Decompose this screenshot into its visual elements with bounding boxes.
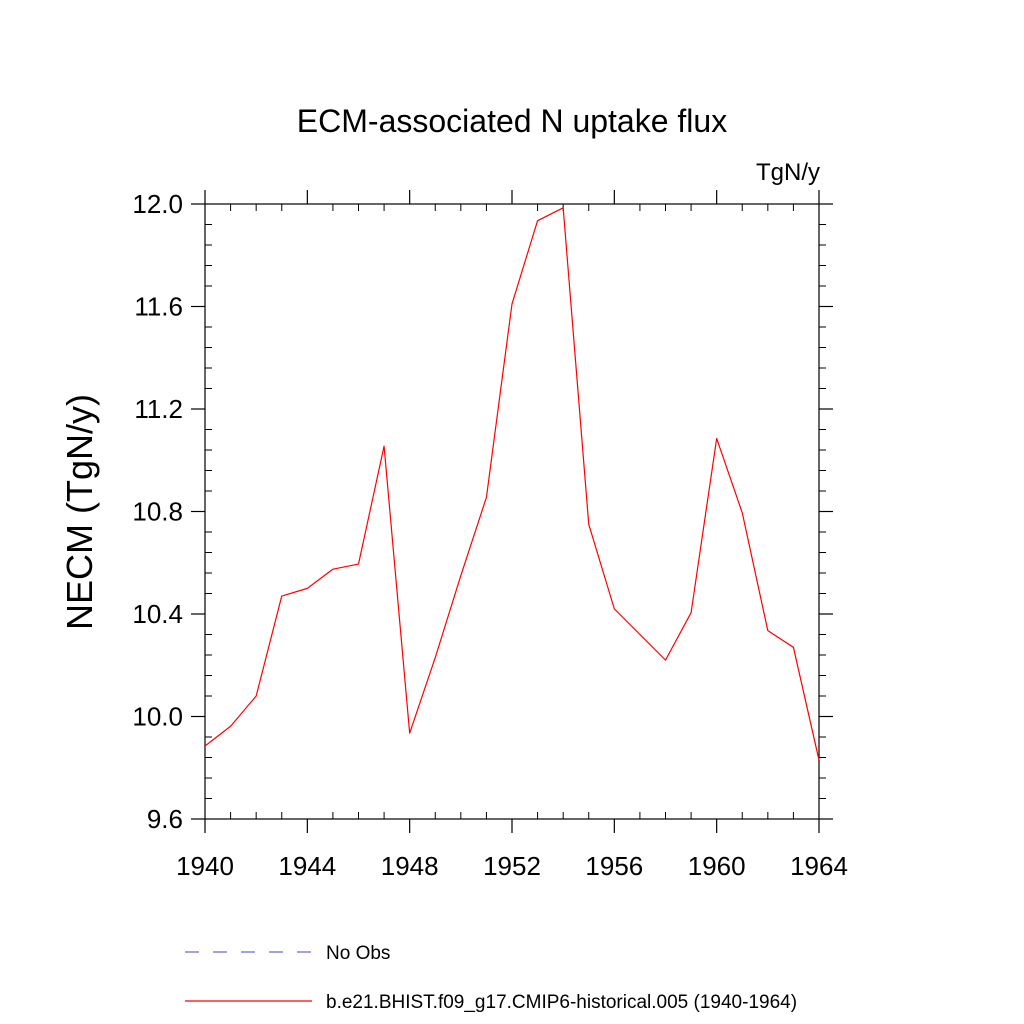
data-point [307, 588, 309, 590]
series-line-historical [204, 207, 820, 761]
data-point [383, 445, 385, 447]
data-point [255, 695, 257, 697]
units-label: TgN/y [756, 159, 820, 186]
data-point [639, 634, 641, 636]
major-ticks [191, 190, 833, 833]
data-point [741, 512, 743, 514]
data-point [434, 657, 436, 659]
x-tick-labels: 1940 1944 1948 1952 1956 1960 1964 [176, 851, 848, 881]
data-point [793, 647, 795, 649]
data-point [767, 630, 769, 632]
data-point [281, 595, 283, 597]
y-tick-label: 10.8 [132, 497, 183, 527]
legend: No Obs b.e21.BHIST.f09_g17.CMIP6-histori… [185, 943, 797, 1013]
legend-label-no-obs: No Obs [326, 943, 390, 964]
x-tick-label: 1952 [483, 851, 541, 881]
data-point [818, 759, 820, 761]
y-tick-label: 11.2 [134, 394, 183, 424]
x-tick-label: 1964 [790, 851, 848, 881]
data-point [409, 732, 411, 734]
data-point [230, 725, 232, 727]
data-point [716, 438, 718, 440]
y-tick-labels: 9.6 10.0 10.4 10.8 11.2 11.6 12.0 [132, 189, 183, 834]
x-tick-label: 1960 [688, 851, 746, 881]
data-point [486, 497, 488, 499]
data-point [690, 612, 692, 614]
data-point [511, 303, 513, 305]
x-tick-label: 1944 [278, 851, 336, 881]
series-layer [204, 207, 820, 761]
data-point [332, 568, 334, 570]
y-tick-label: 12.0 [132, 189, 183, 219]
x-tick-label: 1956 [585, 851, 643, 881]
data-point [460, 575, 462, 577]
data-point [358, 563, 360, 565]
y-tick-label: 10.4 [132, 599, 183, 629]
data-point [562, 207, 564, 209]
y-tick-label: 10.0 [132, 702, 183, 732]
y-axis-label: NECM (TgN/y) [59, 394, 100, 630]
plot-frame [204, 203, 820, 820]
data-point [588, 524, 590, 526]
y-tick-label: 9.6 [147, 804, 183, 834]
data-point [537, 220, 539, 222]
y-tick-label: 11.6 [134, 292, 183, 322]
data-point [665, 659, 667, 661]
x-tick-label: 1940 [176, 851, 234, 881]
x-tick-label: 1948 [381, 851, 439, 881]
data-point [204, 745, 206, 747]
data-point [614, 608, 616, 610]
minor-ticks [205, 204, 826, 819]
chart-title: ECM-associated N uptake flux [297, 103, 727, 139]
legend-label-historical: b.e21.BHIST.f09_g17.CMIP6-historical.005… [326, 992, 797, 1013]
